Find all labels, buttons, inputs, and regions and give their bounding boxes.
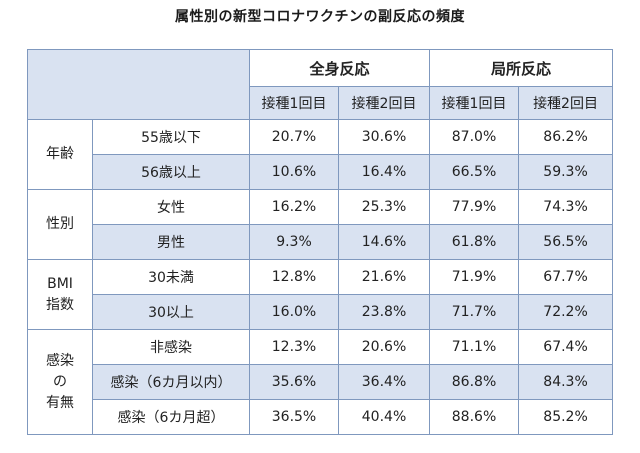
table-cell: 59.3% (518, 154, 614, 190)
group-label-line: の (53, 373, 67, 390)
group-label-bmi: BMI 指数 (27, 259, 93, 330)
row-label: 感染（6カ月以内） (92, 364, 250, 400)
group-label-line: 有無 (46, 394, 74, 411)
table-cell: 85.2% (518, 399, 614, 435)
table-cell: 84.3% (518, 364, 614, 400)
row-label: 56歳以上 (92, 154, 250, 190)
table-cell: 56.5% (518, 224, 614, 260)
header-dose-2-whole: 接種2回目 (337, 86, 431, 120)
header-corner (27, 49, 250, 120)
table-cell: 36.4% (337, 364, 431, 400)
table-cell: 21.6% (337, 259, 431, 295)
table-cell: 20.7% (249, 119, 339, 155)
table-cell: 40.4% (337, 399, 431, 435)
table-cell: 9.3% (249, 224, 339, 260)
header-dose-2-local: 接種2回目 (518, 86, 614, 120)
group-label-infection: 感染 の 有無 (27, 329, 93, 435)
row-label: 30未満 (92, 259, 250, 295)
table-cell: 35.6% (249, 364, 339, 400)
table-title: 属性別の新型コロナワクチンの副反応の頻度 (175, 9, 465, 25)
table-cell: 20.6% (337, 329, 431, 365)
row-label: 非感染 (92, 329, 250, 365)
table-cell: 74.3% (518, 189, 614, 225)
group-label-sex: 性別 (27, 189, 93, 260)
table-cell: 12.8% (249, 259, 339, 295)
table-cell: 77.9% (429, 189, 520, 225)
row-label: 30以上 (92, 294, 250, 330)
group-label-line: 感染 (46, 352, 74, 369)
header-dose-1-local: 接種1回目 (429, 86, 520, 120)
table-cell: 71.9% (429, 259, 520, 295)
table-cell: 88.6% (429, 399, 520, 435)
header-dose-1-whole: 接種1回目 (249, 86, 339, 120)
row-label: 女性 (92, 189, 250, 225)
table-cell: 12.3% (249, 329, 339, 365)
table-cell: 86.2% (518, 119, 614, 155)
header-whole-body: 全身反応 (248, 49, 431, 87)
header-local: 局所反応 (429, 49, 614, 87)
group-label-age: 年齢 (27, 119, 93, 190)
group-label-line: 指数 (46, 296, 74, 313)
table-cell: 61.8% (429, 224, 520, 260)
table-cell: 23.8% (337, 294, 431, 330)
group-label-line: 年齢 (46, 146, 74, 162)
row-label: 感染（6カ月超） (92, 399, 250, 435)
table-cell: 16.2% (249, 189, 339, 225)
side-effect-table: 全身反応 局所反応 接種1回目 接種2回目 接種1回目 接種2回目 年齢 55歳… (27, 49, 614, 435)
table-cell: 71.7% (429, 294, 520, 330)
table-cell: 16.0% (249, 294, 339, 330)
table-cell: 66.5% (429, 154, 520, 190)
table-cell: 36.5% (249, 399, 339, 435)
table-cell: 67.7% (518, 259, 614, 295)
table-cell: 16.4% (337, 154, 431, 190)
row-label: 55歳以下 (92, 119, 250, 155)
table-cell: 86.8% (429, 364, 520, 400)
group-label-line: 性別 (46, 216, 74, 232)
group-label-line: BMI (47, 275, 73, 292)
table-cell: 71.1% (429, 329, 520, 365)
row-label: 男性 (92, 224, 250, 260)
table-cell: 25.3% (337, 189, 431, 225)
table-cell: 14.6% (337, 224, 431, 260)
table-cell: 87.0% (429, 119, 520, 155)
table-cell: 67.4% (518, 329, 614, 365)
table-cell: 30.6% (337, 119, 431, 155)
table-cell: 72.2% (518, 294, 614, 330)
table-cell: 10.6% (249, 154, 339, 190)
